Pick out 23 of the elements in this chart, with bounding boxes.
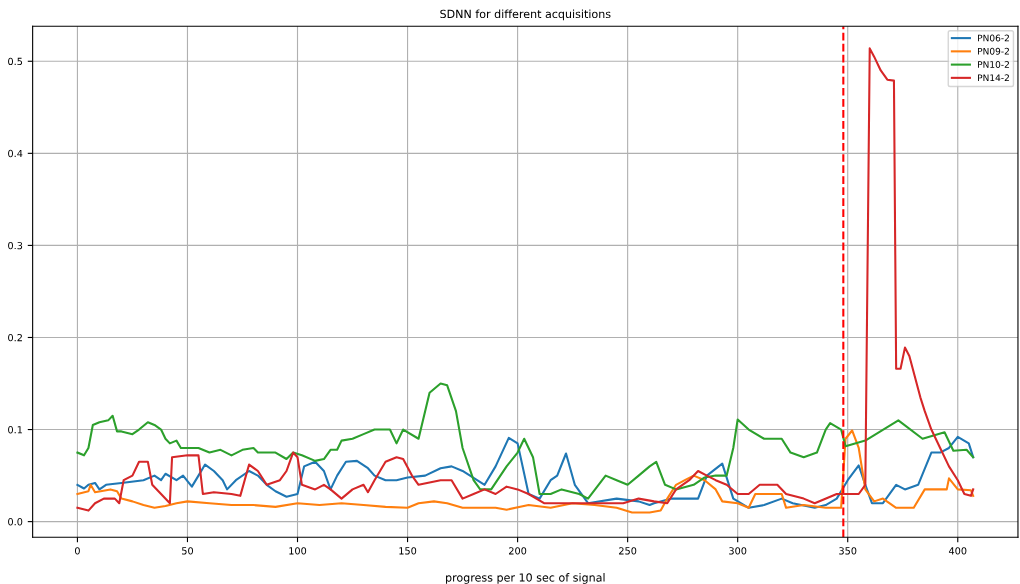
x-tick-label: 50 (182, 547, 194, 555)
x-tick-label: 0 (74, 547, 80, 555)
line-series (76, 47, 975, 512)
x-tick-label: 350 (839, 547, 857, 555)
legend-label: PN14-2 (978, 74, 1009, 82)
chart-title: SDNN for different acquisitions (440, 9, 611, 21)
x-tick-label: 100 (289, 547, 307, 555)
legend-label: PN09-2 (978, 47, 1009, 55)
x-tick-label: 300 (729, 547, 747, 555)
y-tick-label: 0.0 (8, 518, 23, 526)
x-axis-title: progress per 10 sec of signal (446, 573, 605, 584)
line-series (76, 382, 975, 500)
y-tick-label: 0.3 (8, 241, 23, 250)
legend-label: PN06-2 (978, 34, 1009, 42)
x-tick-label: 200 (509, 547, 527, 555)
y-tick-label: 0.2 (8, 333, 22, 342)
legend-label: PN10-2 (978, 61, 1009, 68)
x-tick-label: 250 (619, 547, 637, 555)
y-tick-label: 0.1 (8, 426, 23, 434)
y-tick-label: 0.4 (8, 149, 23, 158)
x-tick-label: 400 (948, 547, 967, 555)
x-tick-label: 150 (399, 547, 417, 555)
y-tick-label: 0.5 (8, 57, 23, 66)
